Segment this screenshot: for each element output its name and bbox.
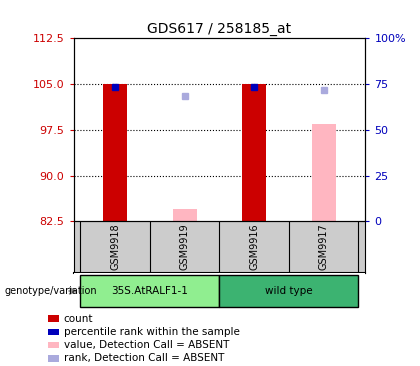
Bar [103, 84, 127, 221]
Text: GSM9918: GSM9918 [110, 224, 120, 270]
Text: genotype/variation: genotype/variation [4, 286, 97, 296]
Bar [173, 209, 197, 221]
Bar [242, 84, 266, 221]
FancyBboxPatch shape [81, 274, 220, 307]
Text: GSM9919: GSM9919 [180, 224, 190, 270]
Text: GSM9916: GSM9916 [249, 224, 259, 270]
Bar [312, 124, 336, 221]
Text: GSM9917: GSM9917 [319, 224, 329, 270]
Text: count: count [64, 314, 93, 324]
Text: value, Detection Call = ABSENT: value, Detection Call = ABSENT [64, 340, 229, 350]
Title: GDS617 / 258185_at: GDS617 / 258185_at [147, 22, 291, 36]
FancyBboxPatch shape [220, 274, 358, 307]
Text: 35S.AtRALF1-1: 35S.AtRALF1-1 [112, 286, 189, 296]
Text: rank, Detection Call = ABSENT: rank, Detection Call = ABSENT [64, 353, 224, 363]
Text: percentile rank within the sample: percentile rank within the sample [64, 327, 240, 337]
Text: wild type: wild type [265, 286, 313, 296]
